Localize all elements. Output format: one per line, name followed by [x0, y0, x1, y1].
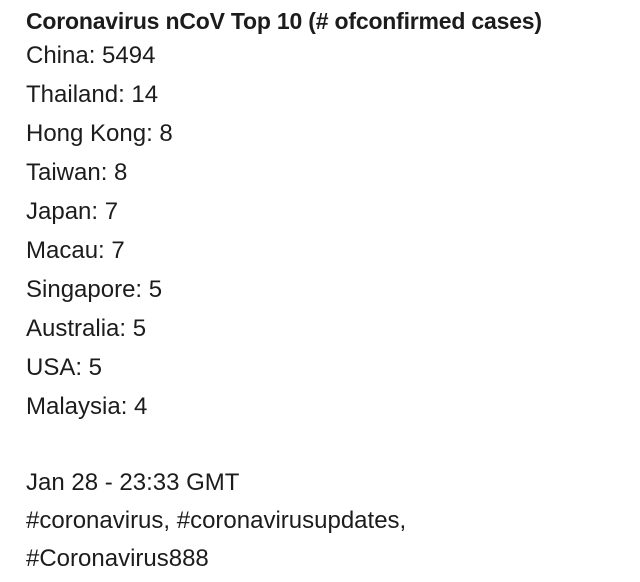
document-title: Coronavirus nCoV Top 10 (# ofconfirmed c…	[26, 8, 542, 34]
list-item: Japan: 7	[26, 198, 119, 225]
list-item: Macau: 7	[26, 237, 125, 264]
country-case-list: China: 5494 Thailand: 14 Hong Kong: 8 Ta…	[26, 36, 636, 426]
blank-line	[26, 426, 636, 464]
timestamp: Jan 28 - 23:33 GMT	[26, 469, 240, 496]
document-body: Coronavirus nCoV Top 10 (# ofconfirmed c…	[26, 6, 636, 578]
hashtags-line: #coronavirus, #coronavirusupdates,	[26, 507, 407, 534]
list-item: Hong Kong: 8	[26, 120, 173, 147]
list-item: China: 5494	[26, 42, 156, 69]
list-item: Australia: 5	[26, 315, 147, 342]
document-footer: Jan 28 - 23:33 GMT #coronavirus, #corona…	[26, 464, 636, 578]
list-item: Singapore: 5	[26, 276, 163, 303]
list-item: Malaysia: 4	[26, 393, 148, 420]
list-item: Taiwan: 8	[26, 159, 128, 186]
list-item: USA: 5	[26, 354, 103, 381]
list-item: Thailand: 14	[26, 81, 159, 108]
hashtags-line: #Coronavirus888	[26, 545, 209, 572]
